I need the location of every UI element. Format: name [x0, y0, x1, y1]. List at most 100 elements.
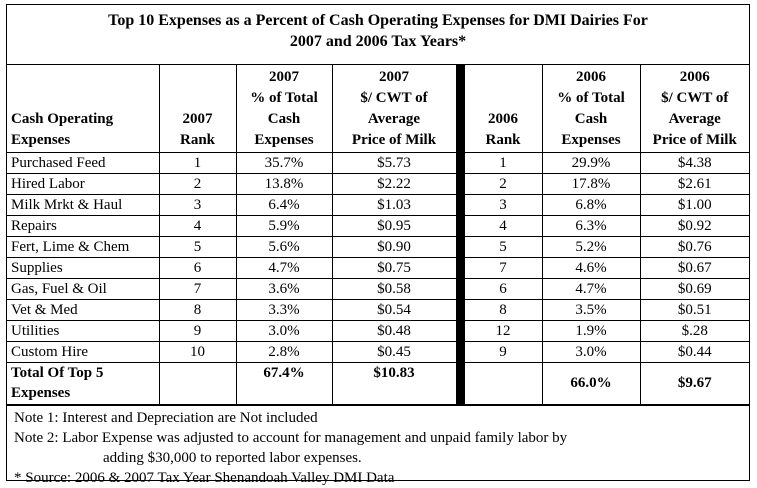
pct-2007: 3.6% — [235, 277, 333, 300]
pct-2006: 17.8% — [541, 172, 641, 195]
total-rank-2007 — [158, 361, 237, 405]
expense-name: Utilities — [7, 319, 160, 342]
pct-2007: 35.7% — [235, 151, 333, 174]
pct-2007: 3.0% — [235, 319, 333, 342]
header-rank-2006: 2006 Rank — [463, 65, 543, 153]
pct-2006: 3.0% — [541, 340, 641, 363]
expenses-table-frame: Top 10 Expenses as a Percent of Cash Ope… — [6, 4, 750, 486]
pct-2006: 1.9% — [541, 319, 641, 342]
rank-2006: 12 — [463, 319, 543, 342]
expense-name: Gas, Fuel & Oil — [7, 277, 160, 300]
pct-2007: 2.8% — [235, 340, 333, 363]
total-rank-2006 — [463, 361, 543, 405]
rank-2007: 5 — [158, 235, 237, 258]
pct-2007: 6.4% — [235, 193, 333, 216]
rank-2007: 3 — [158, 193, 237, 216]
notes-section: Note 1: Interest and Depreciation are No… — [7, 404, 749, 488]
header-cwt-2006: 2006 $/ CWT of Average Price of Milk — [639, 65, 749, 153]
header-row: Cash Operating Expenses 2007 Rank 2007 %… — [7, 65, 749, 405]
pct-2006: 5.2% — [541, 235, 641, 258]
total-label: Total Of Top 5 Expenses — [7, 361, 160, 405]
rank-2007: 8 — [158, 298, 237, 321]
cwt-2006: $.28 — [639, 319, 749, 342]
note-2: Note 2: Labor Expense was adjusted to ac… — [14, 429, 568, 446]
rank-2006: 7 — [463, 256, 543, 279]
expense-name: Repairs — [7, 214, 160, 237]
title-line-2: 2007 and 2006 Tax Years* — [289, 33, 467, 50]
total-cwt-2007: $10.83 — [331, 361, 457, 405]
cwt-2007: $1.03 — [331, 193, 457, 216]
note-1: Note 1: Interest and Depreciation are No… — [14, 409, 318, 426]
table-row: Gas, Fuel & Oil 7 3.6% $0.58 6 4.7% $0.6… — [7, 277, 749, 300]
pct-2007: 5.6% — [235, 235, 333, 258]
expense-name: Milk Mrkt & Haul — [7, 193, 160, 216]
rank-2007: 6 — [158, 256, 237, 279]
rank-2006: 5 — [463, 235, 543, 258]
cwt-2006: $0.44 — [639, 340, 749, 363]
pct-2007: 13.8% — [235, 172, 333, 195]
rank-2007: 1 — [158, 151, 237, 174]
pct-2006: 6.3% — [541, 214, 641, 237]
cwt-2006: $4.38 — [639, 151, 749, 174]
table-row: Fert, Lime & Chem 5 5.6% $0.90 5 5.2% $0… — [7, 235, 749, 258]
expense-name: Hired Labor — [7, 172, 160, 195]
rank-2006: 4 — [463, 214, 543, 237]
total-row: Total Of Top 5 Expenses 67.4% $10.83 66.… — [7, 361, 749, 405]
cwt-2007: $5.73 — [331, 151, 457, 174]
rank-2007: 4 — [158, 214, 237, 237]
rank-2006: 9 — [463, 340, 543, 363]
header-pct-2006: 2006 % of Total Cash Expenses — [541, 65, 641, 153]
rank-2007: 2 — [158, 172, 237, 195]
cwt-2006: $0.51 — [639, 298, 749, 321]
expense-name: Purchased Feed — [7, 151, 160, 174]
pct-2006: 4.6% — [541, 256, 641, 279]
cwt-2006: $0.76 — [639, 235, 749, 258]
table-title: Top 10 Expenses as a Percent of Cash Ope… — [7, 5, 749, 65]
note-2-continued: adding $30,000 to reported labor expense… — [103, 449, 362, 466]
rank-2007: 9 — [158, 319, 237, 342]
header-pct-2007: 2007 % of Total Cash Expenses — [235, 65, 333, 153]
header-rank-2007: 2007 Rank — [158, 65, 237, 153]
pct-2007: 3.3% — [235, 298, 333, 321]
source-note: * Source: 2006 & 2007 Tax Year Shenandoa… — [14, 469, 395, 486]
table-row: Vet & Med 8 3.3% $0.54 8 3.5% $0.51 — [7, 298, 749, 321]
rank-2006: 2 — [463, 172, 543, 195]
table-row: Utilities 9 3.0% $0.48 12 1.9% $.28 — [7, 319, 749, 342]
expense-name: Supplies — [7, 256, 160, 279]
cwt-2006: $1.00 — [639, 193, 749, 216]
total-cwt-2006: $9.67 — [639, 361, 749, 405]
cwt-2007: $2.22 — [331, 172, 457, 195]
total-pct-2006: 66.0% — [541, 361, 641, 405]
cwt-2007: $0.48 — [331, 319, 457, 342]
total-pct-2007: 67.4% — [235, 361, 333, 405]
pct-2007: 4.7% — [235, 256, 333, 279]
table-row: Milk Mrkt & Haul 3 6.4% $1.03 3 6.8% $1.… — [7, 193, 749, 216]
cwt-2007: $0.95 — [331, 214, 457, 237]
pct-2006: 4.7% — [541, 277, 641, 300]
year-divider — [455, 65, 465, 405]
cwt-2007: $0.45 — [331, 340, 457, 363]
cwt-2007: $0.90 — [331, 235, 457, 258]
rank-2006: 6 — [463, 277, 543, 300]
pct-2006: 29.9% — [541, 151, 641, 174]
rank-2007: 10 — [158, 340, 237, 363]
expense-name: Custom Hire — [7, 340, 160, 363]
rank-2006: 3 — [463, 193, 543, 216]
cwt-2006: $0.67 — [639, 256, 749, 279]
cwt-2006: $0.69 — [639, 277, 749, 300]
rank-2007: 7 — [158, 277, 237, 300]
title-line-1: Top 10 Expenses as a Percent of Cash Ope… — [108, 12, 648, 29]
expense-name: Fert, Lime & Chem — [7, 235, 160, 258]
cwt-2006: $2.61 — [639, 172, 749, 195]
table-row: Purchased Feed 1 35.7% $5.73 1 29.9% $4.… — [7, 151, 749, 174]
table-row: Repairs 4 5.9% $0.95 4 6.3% $0.92 — [7, 214, 749, 237]
header-expense: Cash Operating Expenses — [7, 65, 160, 153]
expense-name: Vet & Med — [7, 298, 160, 321]
rank-2006: 1 — [463, 151, 543, 174]
pct-2006: 3.5% — [541, 298, 641, 321]
pct-2007: 5.9% — [235, 214, 333, 237]
pct-2006: 6.8% — [541, 193, 641, 216]
header-cwt-2007: 2007 $/ CWT of Average Price of Milk — [331, 65, 457, 153]
cwt-2007: $0.54 — [331, 298, 457, 321]
table-row: Supplies 6 4.7% $0.75 7 4.6% $0.67 — [7, 256, 749, 279]
